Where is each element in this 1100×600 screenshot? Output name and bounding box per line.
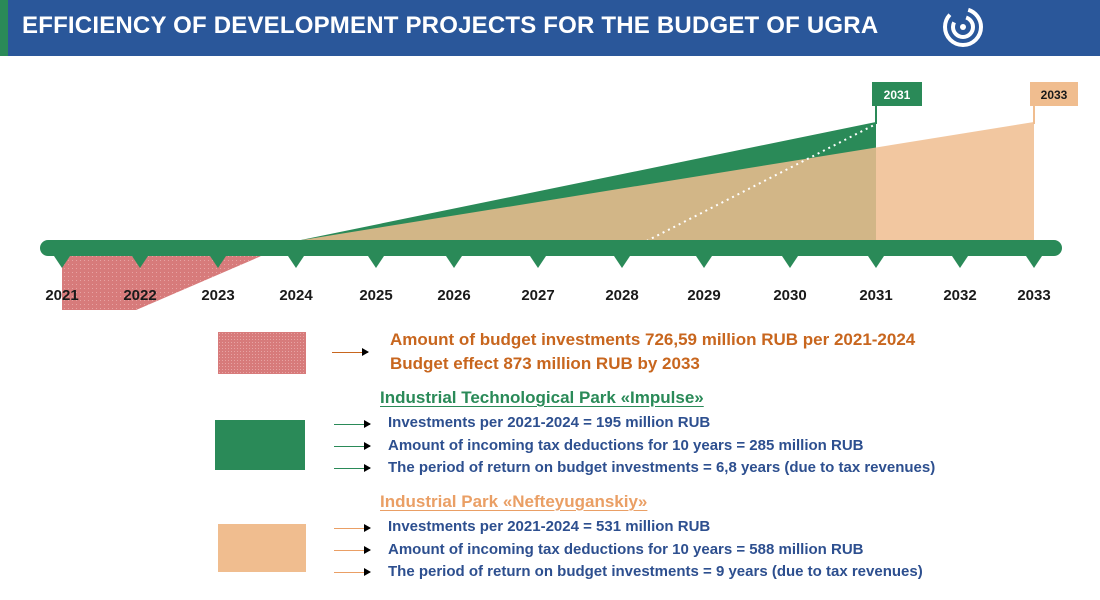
timeline-year-label: 2021 [45,287,78,304]
timeline-tick-marker [1026,256,1042,268]
timeline-tick-marker [132,256,148,268]
timeline-year-label: 2031 [859,287,892,304]
timeline-year-label: 2030 [773,287,806,304]
timeline-bar [40,240,1062,256]
budget-arrow [332,348,369,356]
nefteyugansk-line-1: Investments per 2021-2024 = 531 million … [388,518,711,535]
timeline-year-label: 2033 [1017,287,1050,304]
nefteyugansk-arrow-2 [334,546,371,554]
swirl-logo-icon [943,7,983,47]
impulse-trend-dotted-line [646,123,877,242]
timeline-year-label: 2027 [521,287,554,304]
timeline-chart: 2021 2022 2023 2024 2025 2026 2027 2028 2029 2030… [40,82,1078,310]
impulse-arrow-1 [334,420,371,428]
timeline-tick-marker [446,256,462,268]
timeline-tick-marker [782,256,798,268]
nefteyugansk-line-2: Amount of incoming tax deductions for 10… [388,541,864,558]
budget-investment-area [62,241,296,310]
timeline-year-label: 2026 [437,287,470,304]
timeline-tick-marker [288,256,304,268]
timeline-year-label: 2025 [359,287,392,304]
impulse-heading: Industrial Technological Park «Impulse» [380,388,704,407]
nefteyugansk-heading: Industrial Park «Nefteyuganskiy» [380,492,648,511]
budget-line-1: Amount of budget investments 726,59 mill… [390,330,916,349]
nefteyugansk-line-3: The period of return on budget investmen… [388,563,923,580]
timeline-tick-marker [696,256,712,268]
impulse-legend-swatch [215,420,305,470]
budget-line-2: Budget effect 873 million RUB by 2033 [390,354,700,373]
timeline-year-label: 2024 [279,287,313,304]
timeline-tick-marker [952,256,968,268]
budget-legend-swatch [218,332,306,374]
timeline-tick-marker [54,256,70,268]
timeline-tick-marker [368,256,384,268]
flag-2031 [872,82,922,106]
timeline-year-label: 2029 [687,287,720,304]
flag-label: 2031 [884,88,911,102]
nefteyugansk-legend-swatch [218,524,306,572]
flag-2033 [1030,82,1078,106]
timeline-year-label: 2022 [123,287,156,304]
page-header: EFFICIENCY OF DEVELOPMENT PROJECTS FOR T… [0,0,1100,56]
timeline-year-label: 2023 [201,287,234,304]
flag-label: 2033 [1041,88,1068,102]
nefteyugansk-arrow-3 [334,568,371,576]
impulse-arrow-3 [334,464,371,472]
timeline-tick-marker [614,256,630,268]
impulse-line-3: The period of return on budget investmen… [388,459,936,476]
impulse-arrow-2 [334,442,371,450]
nefteyugansk-arrow-1 [334,524,371,532]
timeline-year-label: 2028 [605,287,638,304]
page-title: EFFICIENCY OF DEVELOPMENT PROJECTS FOR T… [22,12,879,39]
timeline-tick-marker [210,256,226,268]
timeline-tick-marker [868,256,884,268]
timeline-tick-marker [530,256,546,268]
impulse-line-2: Amount of incoming tax deductions for 10… [388,437,864,454]
nefteyugansk-return-area [296,122,1034,241]
header-accent-stripe [0,0,8,56]
impulse-line-1: Investments per 2021-2024 = 195 million … [388,414,711,431]
timeline-year-label: 2032 [943,287,976,304]
